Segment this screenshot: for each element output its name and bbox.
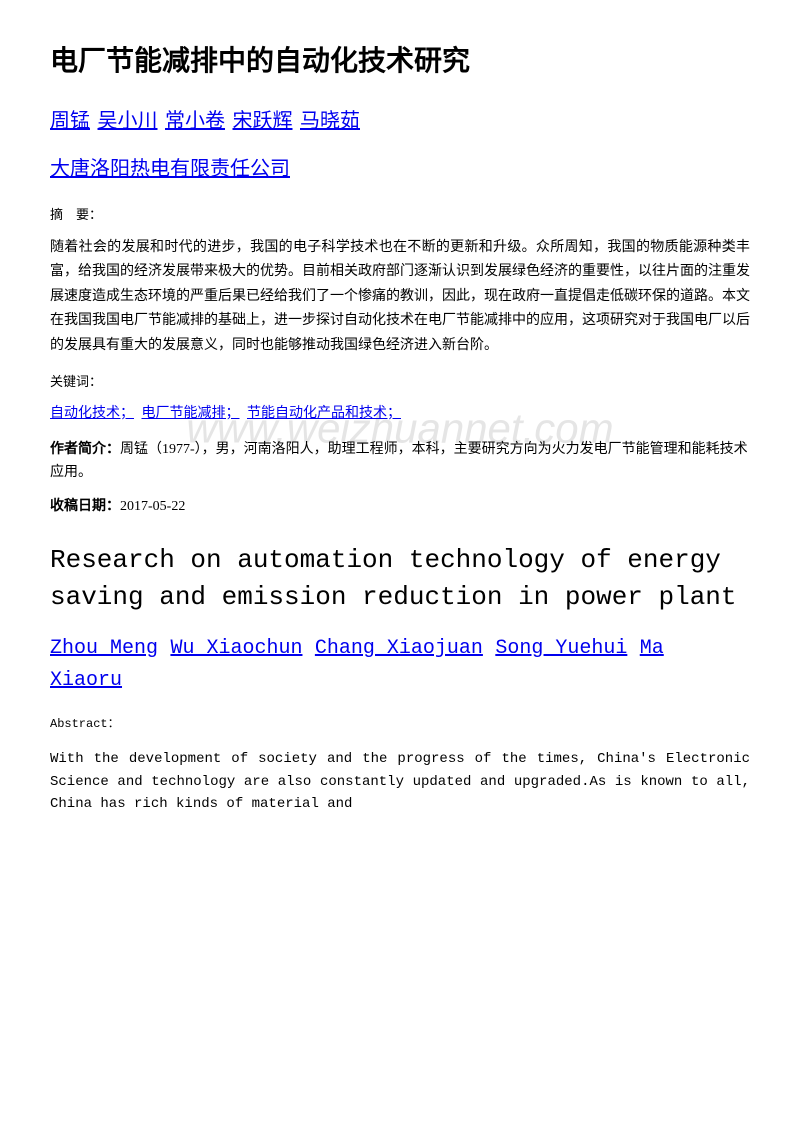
- author-link[interactable]: 周锰: [50, 110, 90, 132]
- title-english: Research on automation technology of ene…: [50, 542, 750, 615]
- author-link[interactable]: 马晓茹: [300, 110, 360, 132]
- keyword-link[interactable]: 节能自动化产品和技术；: [247, 406, 401, 421]
- author-bio-label: 作者简介：: [50, 442, 120, 457]
- abstract-label-cn: 摘 要：: [50, 205, 750, 226]
- received-date-value: 2017-05-22: [120, 499, 185, 514]
- title-chinese: 电厂节能减排中的自动化技术研究: [50, 40, 750, 85]
- abstract-chinese: 随着社会的发展和时代的进步，我国的电子科学技术也在不断的更新和升级。众所周知，我…: [50, 236, 750, 359]
- affiliation-link[interactable]: 大唐洛阳热电有限责任公司: [50, 158, 290, 180]
- keywords-label-cn: 关键词：: [50, 372, 750, 393]
- author-en-link[interactable]: Song Yuehui: [495, 637, 627, 660]
- author-en-link[interactable]: Chang Xiaojuan: [315, 637, 483, 660]
- author-link[interactable]: 常小卷: [165, 110, 225, 132]
- author-link[interactable]: 宋跃辉: [233, 110, 293, 132]
- author-en-link[interactable]: Zhou Meng: [50, 637, 158, 660]
- keywords-chinese: 自动化技术； 电厂节能减排； 节能自动化产品和技术；: [50, 403, 750, 425]
- keyword-link[interactable]: 电厂节能减排；: [142, 406, 240, 421]
- document-content: 电厂节能减排中的自动化技术研究 周锰 吴小川 常小卷 宋跃辉 马晓茹 大唐洛阳热…: [50, 40, 750, 816]
- received-date: 收稿日期：2017-05-22: [50, 496, 750, 518]
- author-link[interactable]: 吴小川: [98, 110, 158, 132]
- abstract-english: With the development of society and the …: [50, 748, 750, 815]
- affiliation: 大唐洛阳热电有限责任公司: [50, 153, 750, 185]
- authors-english: Zhou Meng Wu Xiaochun Chang Xiaojuan Son…: [50, 633, 750, 697]
- author-bio-text: 周锰（1977-），男，河南洛阳人，助理工程师，本科，主要研究方向为火力发电厂节…: [50, 442, 748, 479]
- author-en-link[interactable]: Wu Xiaochun: [170, 637, 302, 660]
- abstract-label-en: Abstract：: [50, 715, 750, 734]
- author-bio: 作者简介：周锰（1977-），男，河南洛阳人，助理工程师，本科，主要研究方向为火…: [50, 439, 750, 484]
- keyword-link[interactable]: 自动化技术；: [50, 406, 134, 421]
- received-date-label: 收稿日期：: [50, 499, 120, 514]
- authors-chinese: 周锰 吴小川 常小卷 宋跃辉 马晓茹: [50, 105, 750, 137]
